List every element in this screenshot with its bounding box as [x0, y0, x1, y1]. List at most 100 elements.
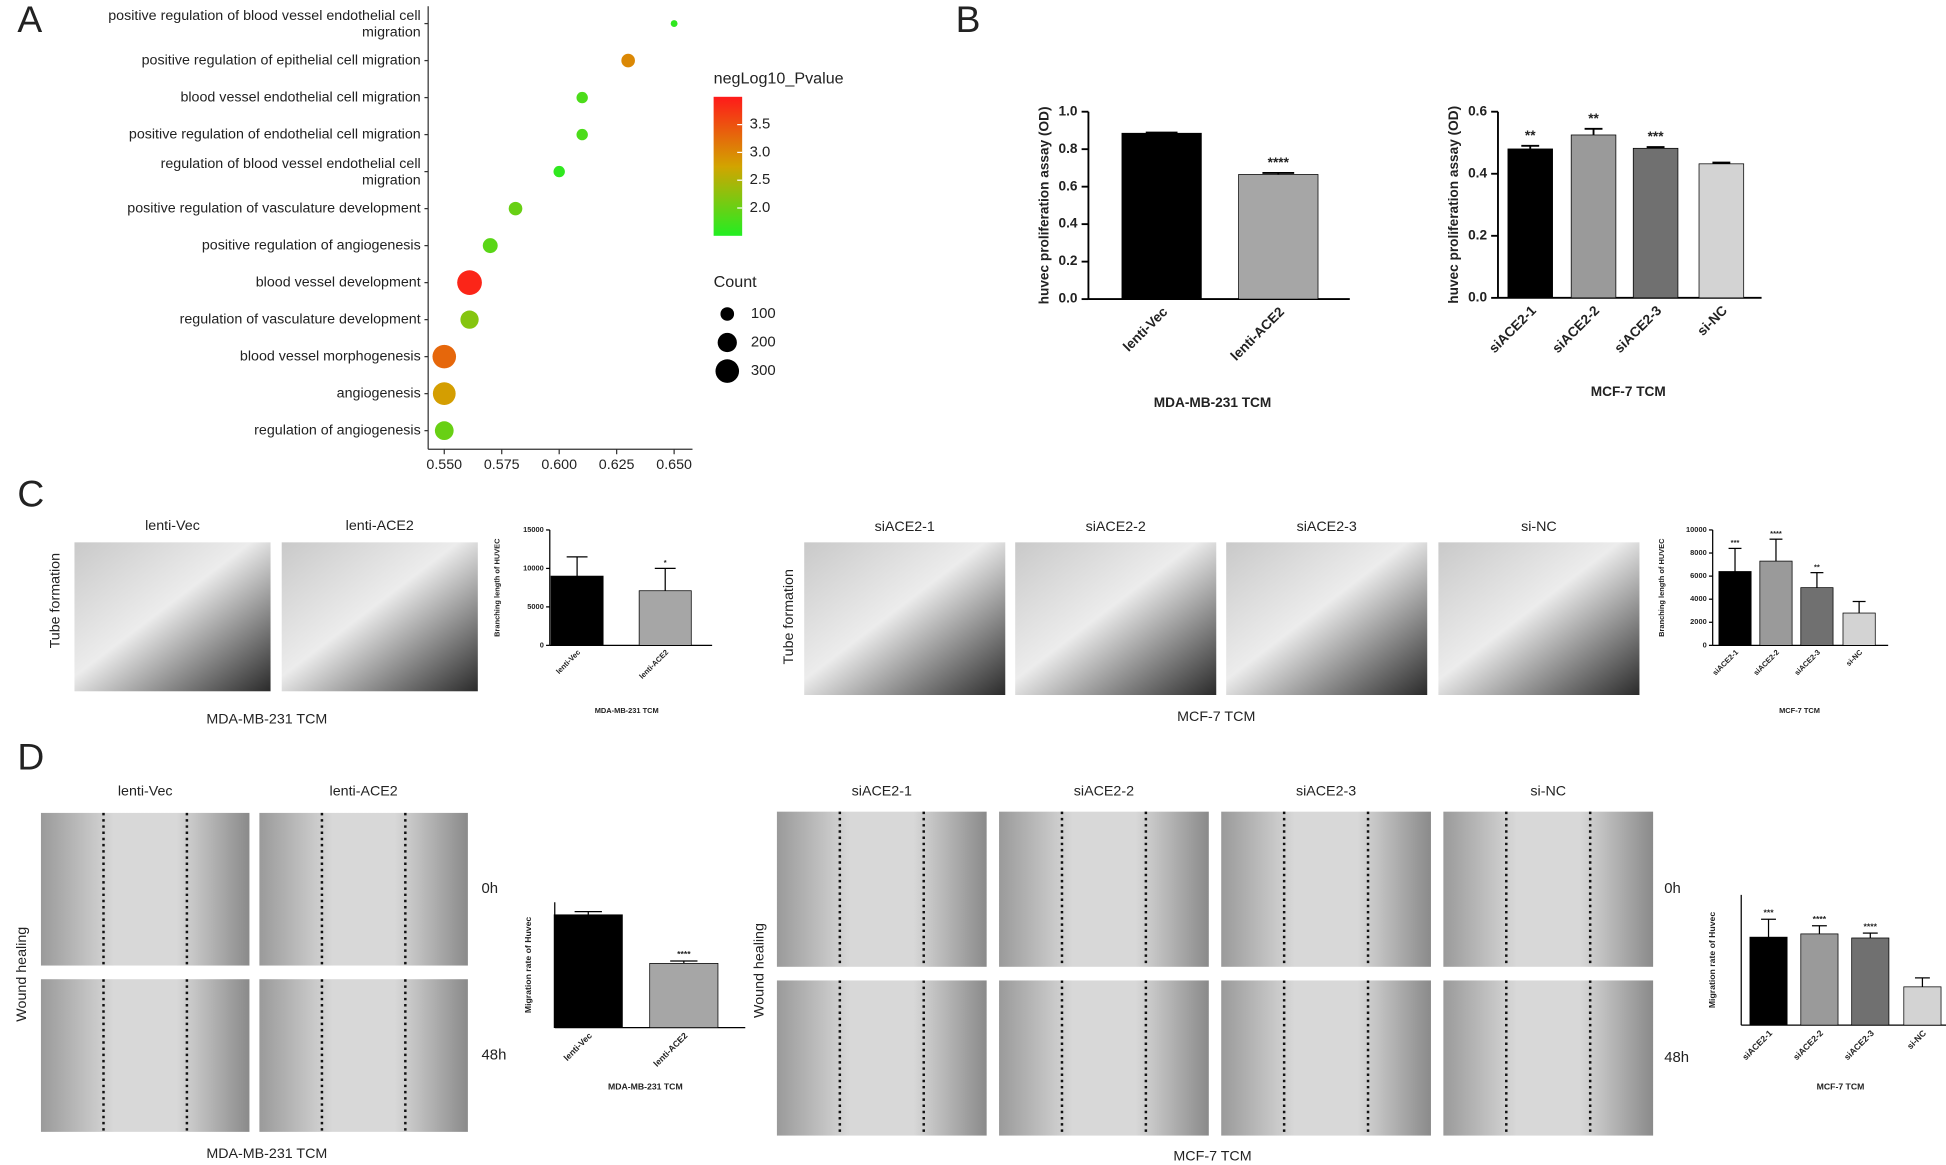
x-axis-label: MDA-MB-231 TCM [1154, 395, 1271, 410]
dot [553, 165, 565, 178]
x-tick-label: si-NC [1905, 1028, 1929, 1052]
x-tick-label: si-NC [1844, 647, 1865, 668]
x-tick-label: siACE2-3 [1842, 1028, 1876, 1062]
category-label: positive regulation of epithelial cell m… [142, 52, 421, 68]
y-tick-label: 1.0 [1059, 103, 1078, 118]
row-label: 48h [1664, 1050, 1689, 1066]
y-tick-label: 0.2 [1059, 253, 1078, 268]
category-line: migration [362, 24, 421, 40]
size-label: 100 [751, 306, 776, 322]
image-label: lenti-Vec [118, 784, 173, 800]
micrograph [1221, 980, 1431, 1136]
x-tick-label: 0.600 [541, 457, 577, 473]
caption: MCF-7 TCM [1177, 709, 1255, 725]
image-label: siACE2-1 [875, 519, 935, 535]
category-label: blood vessel endothelial cell migration [180, 89, 420, 105]
significance: *** [1731, 538, 1740, 547]
y-tick-label: 0 [1703, 640, 1707, 649]
caption: MDA-MB-231 TCM [206, 712, 327, 728]
x-axis-label: MDA-MB-231 TCM [595, 706, 659, 715]
x-tick-label: siACE2-2 [1791, 1028, 1825, 1062]
bar [553, 914, 623, 1028]
dot [670, 20, 678, 27]
y-tick-label: 0.6 [1059, 178, 1078, 193]
significance: **** [1770, 529, 1782, 538]
micrograph [1221, 811, 1431, 967]
significance: **** [1864, 921, 1878, 931]
y-tick-label: 10000 [1686, 525, 1707, 534]
size-key [717, 332, 737, 353]
size-key [720, 307, 735, 321]
x-tick-label: lenti-ACE2 [637, 648, 670, 681]
y-tick-label: 0.4 [1468, 165, 1487, 180]
y-axis-label: huvec proliferation assay (OD) [1446, 106, 1461, 304]
y-axis-label: Branching length of HUVEC [493, 538, 502, 637]
bar [1759, 560, 1793, 646]
bar [1238, 174, 1319, 300]
significance: ** [1814, 562, 1820, 571]
image-label: si-NC [1530, 784, 1566, 800]
x-tick-label: siACE2-3 [1793, 648, 1822, 677]
side-label: Tube formation [48, 553, 64, 648]
image-label: siACE2-2 [1086, 519, 1146, 535]
y-tick-label: 0 [540, 640, 544, 649]
category-label: positive regulation of vasculature devel… [127, 200, 420, 216]
x-tick-label: siACE2-1 [1486, 303, 1539, 356]
image-label: lenti-ACE2 [346, 518, 414, 534]
row-label: 0h [1664, 881, 1681, 897]
side-label: Tube formation [781, 569, 797, 664]
y-tick-label: 2000 [1690, 617, 1707, 626]
bar [1851, 937, 1890, 1026]
bar [1507, 148, 1553, 299]
y-tick-label: 5000 [527, 602, 544, 611]
micrograph [40, 979, 250, 1132]
bar [550, 575, 604, 646]
micrograph [281, 542, 478, 692]
dot [482, 238, 498, 254]
y-tick-label: 6000 [1690, 571, 1707, 580]
micrograph [259, 812, 468, 966]
side-label: Wound healing [751, 923, 767, 1018]
micrograph [999, 980, 1209, 1136]
colorbar [713, 96, 743, 236]
image-label: siACE2-3 [1297, 519, 1357, 535]
bar [1718, 571, 1752, 646]
bar [1842, 612, 1876, 646]
micrograph [804, 542, 1006, 696]
category-label: blood vessel morphogenesis [240, 348, 421, 364]
dot [621, 53, 635, 68]
category-line: regulation of blood vessel endothelial c… [161, 156, 421, 172]
bar [1570, 134, 1617, 299]
colorbar-label: 2.5 [750, 172, 771, 188]
dot [576, 128, 588, 141]
category-label: blood vessel development [256, 274, 421, 290]
significance: **** [677, 949, 691, 959]
dot [508, 201, 523, 216]
x-tick-label: siACE2-3 [1611, 303, 1664, 356]
dot [457, 270, 482, 295]
significance: **** [1268, 155, 1290, 170]
x-tick-label: 0.625 [599, 457, 635, 473]
size-label: 300 [751, 363, 776, 379]
x-tick-label: lenti-ACE2 [651, 1030, 689, 1068]
category-label: positive regulation of angiogenesis [202, 237, 421, 253]
bar [1632, 147, 1679, 299]
micrograph [1438, 542, 1640, 696]
category-label: positive regulation of blood vessel endo… [108, 8, 420, 40]
panel-label: B [956, 0, 981, 40]
image-label: lenti-ACE2 [330, 784, 398, 800]
size-key [715, 359, 740, 383]
bar [638, 590, 692, 646]
micrograph [1443, 980, 1654, 1136]
y-tick-label: 0.2 [1468, 227, 1487, 242]
micrograph [1443, 811, 1654, 967]
bar [1121, 132, 1202, 300]
caption: MCF-7 TCM [1173, 1148, 1251, 1164]
micrograph [1226, 542, 1428, 696]
x-tick-label: si-NC [1694, 303, 1730, 339]
y-axis-label: Migration rate of Huvec [1707, 912, 1717, 1009]
image-label: si-NC [1521, 519, 1557, 535]
category-line: positive regulation of blood vessel endo… [108, 8, 420, 24]
colorbar-label: 3.0 [750, 144, 771, 160]
